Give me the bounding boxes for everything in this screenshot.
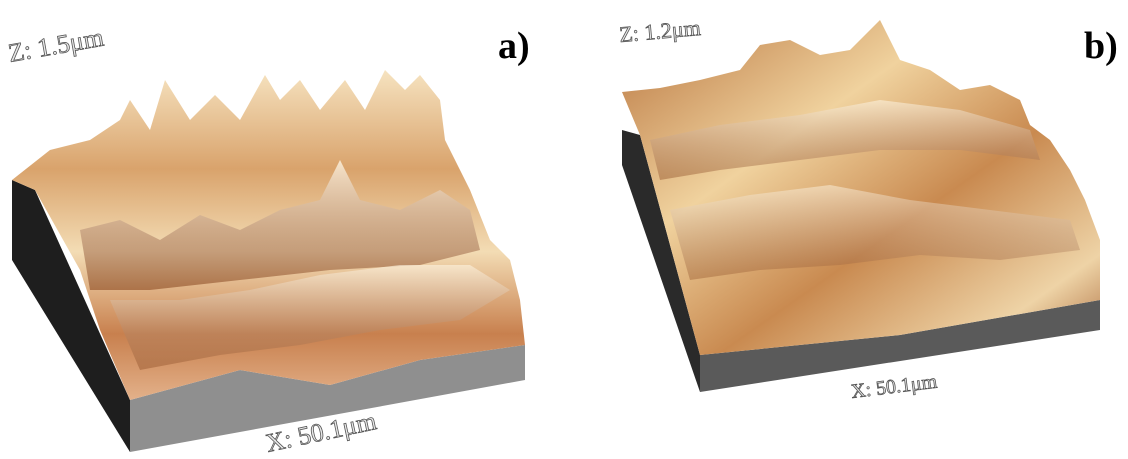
side-face bbox=[12, 180, 130, 452]
z-axis-label: Z: 1.2μm bbox=[618, 15, 701, 47]
ridge bbox=[670, 185, 1080, 280]
z-axis-label: Z: 1.5μm bbox=[6, 23, 106, 68]
ridge bbox=[110, 265, 510, 370]
front-face bbox=[700, 300, 1100, 392]
x-axis-label: X: 50.1μm bbox=[850, 371, 939, 403]
panel-label: a) bbox=[498, 25, 530, 67]
ridge bbox=[650, 100, 1040, 180]
front-face bbox=[130, 345, 525, 452]
ridge bbox=[80, 160, 480, 290]
panel-b: Z: 1.2μm b) X: 50.1μm bbox=[618, 15, 1118, 404]
panel-a: Z: 1.5μm a) X: 50.1μm bbox=[6, 22, 530, 458]
panel-label: b) bbox=[1084, 25, 1118, 67]
side-face bbox=[622, 130, 700, 392]
surface bbox=[622, 20, 1100, 355]
